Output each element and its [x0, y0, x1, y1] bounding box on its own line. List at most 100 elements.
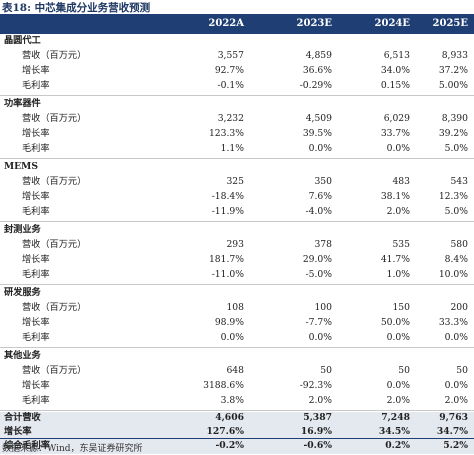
cell-value: -18.4% — [211, 191, 244, 202]
row-label: 封测业务 — [4, 224, 41, 235]
cell-value: -5.0% — [305, 269, 332, 280]
cell-value: 200 — [450, 302, 468, 313]
cell-value: 483 — [392, 176, 410, 187]
cell-value: 0.0% — [308, 143, 332, 154]
cell-value: 16.9% — [300, 426, 332, 437]
cell-value: 378 — [314, 239, 332, 250]
table-row: 毛利率 -0.1% -0.29% 0.15% 5.00% — [0, 78, 474, 93]
column-header-2024e: 2024E — [374, 18, 410, 29]
cell-value: 0.0% — [386, 143, 410, 154]
section-divider — [0, 95, 474, 96]
column-header-2025e: 2025E — [432, 18, 468, 29]
cell-value: 7.6% — [308, 191, 332, 202]
section-row: 研发服务 — [0, 285, 474, 300]
cell-value: 34.7% — [436, 426, 468, 437]
cell-value: 50 — [456, 365, 468, 376]
cell-value: 3,232 — [217, 113, 244, 124]
cell-value: -7.7% — [305, 317, 332, 328]
cell-value: 123.3% — [208, 128, 244, 139]
row-label: 综合毛利率 — [4, 440, 50, 451]
cell-value: -11.0% — [211, 269, 244, 280]
cell-value: -11.9% — [211, 206, 244, 217]
section-row: 晶圆代工 — [0, 33, 474, 48]
totals-row-band — [0, 440, 474, 454]
table-row: 营收（百万元） 3,232 4,509 6,029 8,390 — [0, 111, 474, 126]
cell-value: 39.2% — [438, 128, 468, 139]
cell-value: -0.29% — [299, 80, 332, 91]
row-label: 合计营收 — [4, 412, 41, 423]
cell-value: 8.4% — [444, 254, 468, 265]
cell-value: 5,387 — [303, 412, 332, 423]
totals-row-band — [0, 412, 474, 426]
row-label: 研发服务 — [4, 287, 41, 298]
cell-value: 8,933 — [441, 50, 468, 61]
cell-value: 5.0% — [444, 143, 468, 154]
row-label: 营收（百万元） — [22, 365, 87, 376]
source-note: 数据来源：Wind，东吴证券研究所 — [2, 444, 143, 454]
cell-value: 29.0% — [302, 254, 332, 265]
row-label: 营收（百万元） — [22, 176, 87, 187]
cell-value: 34.0% — [380, 65, 410, 76]
table-bottom-rule — [0, 438, 474, 439]
row-label: 增长率 — [22, 128, 50, 139]
row-label: 毛利率 — [22, 143, 50, 154]
total-row: 增长率 127.6% 16.9% 34.5% 34.7% — [0, 425, 474, 439]
cell-value: 100 — [314, 302, 332, 313]
section-divider — [0, 284, 474, 285]
cell-value: 38.1% — [380, 191, 410, 202]
row-label: 增长率 — [22, 254, 50, 265]
cell-value: 50 — [320, 365, 332, 376]
cell-value: -0.1% — [217, 80, 244, 91]
cell-value: 543 — [450, 176, 468, 187]
table-row: 毛利率 3.8% 2.0% 2.0% 2.0% — [0, 393, 474, 408]
table-header: 2022A 2023E 2024E 2025E — [0, 14, 474, 34]
cell-value: 4,606 — [215, 412, 244, 423]
section-row: 封测业务 — [0, 222, 474, 237]
section-divider — [0, 410, 474, 411]
row-label: 增长率 — [22, 65, 50, 76]
cell-value: 33.3% — [438, 317, 468, 328]
column-header-2022a: 2022A — [208, 18, 244, 29]
cell-value: 0.0% — [444, 332, 468, 343]
section-divider — [0, 158, 474, 159]
row-label: 毛利率 — [22, 395, 50, 406]
row-label: 增长率 — [22, 191, 50, 202]
cell-value: 41.7% — [380, 254, 410, 265]
cell-value: 9,763 — [439, 412, 468, 423]
cell-value: 2.0% — [308, 395, 332, 406]
row-label: 营收（百万元） — [22, 302, 87, 313]
table-row: 增长率 123.3% 39.5% 33.7% 39.2% — [0, 126, 474, 141]
section-row: 其他业务 — [0, 348, 474, 363]
cell-value: 2.0% — [444, 395, 468, 406]
row-label: 增长率 — [4, 426, 32, 437]
table-row: 增长率 181.7% 29.0% 41.7% 8.4% — [0, 252, 474, 267]
cell-value: 12.3% — [438, 191, 468, 202]
cell-value: 5.00% — [438, 80, 468, 91]
table-row: 营收（百万元） 108 100 150 200 — [0, 300, 474, 315]
section-divider — [0, 347, 474, 348]
cell-value: 98.9% — [214, 317, 244, 328]
cell-value: 5.2% — [443, 440, 468, 451]
total-row: 综合毛利率 -0.2% -0.6% 0.2% 5.2% — [0, 439, 474, 453]
cell-value: 0.15% — [380, 80, 410, 91]
cell-value: 92.7% — [214, 65, 244, 76]
cell-value: -0.2% — [215, 440, 244, 451]
table-row: 营收（百万元） 325 350 483 543 — [0, 174, 474, 189]
cell-value: 8,390 — [441, 113, 468, 124]
cell-value: 150 — [392, 302, 410, 313]
cell-value: 5.0% — [444, 206, 468, 217]
row-label: 功率器件 — [4, 98, 41, 109]
cell-value: 33.7% — [380, 128, 410, 139]
cell-value: 1.0% — [386, 269, 410, 280]
section-row: MEMS — [0, 159, 474, 174]
row-label: 毛利率 — [22, 332, 50, 343]
cell-value: 580 — [450, 239, 468, 250]
table-row: 增长率 92.7% 36.6% 34.0% 37.2% — [0, 63, 474, 78]
cell-value: 3188.6% — [203, 380, 244, 391]
table-row: 营收（百万元） 648 50 50 50 — [0, 363, 474, 378]
cell-value: 3,557 — [217, 50, 244, 61]
cell-value: 7,248 — [381, 412, 410, 423]
row-label: 营收（百万元） — [22, 113, 87, 124]
cell-value: 0.0% — [386, 332, 410, 343]
cell-value: 39.5% — [302, 128, 332, 139]
